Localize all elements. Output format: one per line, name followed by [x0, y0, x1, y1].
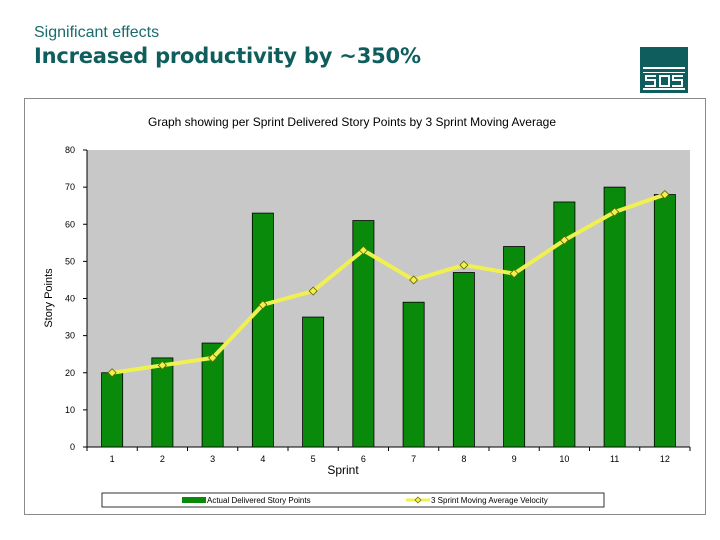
plot-area: [87, 150, 690, 447]
slide-headline: Increased productivity by ~350%: [34, 44, 421, 68]
line-point: [258, 300, 268, 310]
y-tick-label: 40: [65, 294, 75, 304]
y-axis-label: Story Points: [43, 268, 55, 328]
y-tick-label: 50: [65, 256, 75, 266]
x-tick-label: 10: [559, 454, 569, 464]
x-tick-label: 12: [660, 454, 670, 464]
bar: [302, 316, 325, 448]
x-tick-label: 5: [311, 454, 316, 464]
y-tick-label: 10: [65, 405, 75, 415]
line-point: [208, 353, 218, 363]
bar: [251, 212, 274, 448]
sqs-logo: [640, 47, 688, 93]
y-tick-label: 20: [65, 368, 75, 378]
bar: [101, 372, 124, 448]
y-tick-label: 0: [70, 442, 75, 452]
x-axis-label: Sprint: [327, 463, 359, 477]
x-tick-label: 3: [210, 454, 215, 464]
x-tick-label: 11: [610, 454, 619, 464]
x-tick-label: 9: [512, 454, 517, 464]
bar: [151, 357, 174, 448]
bar: [452, 272, 475, 448]
line-point: [157, 360, 167, 370]
bar: [553, 201, 576, 448]
y-tick-label: 60: [65, 219, 75, 229]
y-tick-label: 80: [65, 145, 75, 155]
bar: [603, 186, 626, 448]
line-point: [459, 260, 469, 270]
bar: [201, 342, 224, 448]
legend-line-marker: [414, 496, 422, 504]
line-point: [308, 286, 318, 296]
x-tick-label: 4: [260, 454, 265, 464]
line-point: [409, 275, 419, 285]
chart: Graph showing per Sprint Delivered Story…: [43, 115, 691, 508]
bar: [503, 246, 526, 448]
legend-box: [101, 492, 605, 508]
line-point: [358, 245, 368, 255]
y-axis: 0 10 20 30 40 50 60 70 80: [65, 145, 88, 452]
legend: Actual Delivered Story Points 3 Sprint M…: [101, 492, 605, 508]
legend-line-label: 3 Sprint Moving Average Velocity: [431, 496, 548, 505]
legend-bar-swatch: [182, 497, 206, 503]
slide-subtitle: Significant effects: [34, 24, 160, 41]
y-tick-label: 30: [65, 331, 75, 341]
line-point: [660, 189, 670, 200]
moving-average-line: [111, 192, 666, 375]
line-point: [559, 235, 569, 245]
x-tick-label: 2: [160, 454, 165, 464]
line-point: [509, 269, 519, 279]
line-point: [107, 368, 117, 378]
bar-series: [101, 186, 676, 448]
chart-title: Graph showing per Sprint Delivered Story…: [148, 115, 556, 129]
chart-frame: Graph showing per Sprint Delivered Story…: [24, 98, 706, 515]
x-tick-label: 1: [110, 454, 115, 464]
y-tick-label: 70: [65, 182, 75, 192]
x-tick-label: 6: [361, 454, 366, 464]
line-point: [610, 207, 620, 217]
x-axis: 1 2 3 4 5 6 7 8 9 10 11 12: [86, 446, 691, 464]
x-tick-label: 7: [411, 454, 416, 464]
x-tick-label: 8: [461, 454, 466, 464]
legend-bar-label: Actual Delivered Story Points: [207, 496, 311, 505]
bar: [402, 301, 425, 448]
line-series: [107, 189, 670, 378]
bar: [352, 220, 375, 448]
bar: [653, 194, 676, 448]
